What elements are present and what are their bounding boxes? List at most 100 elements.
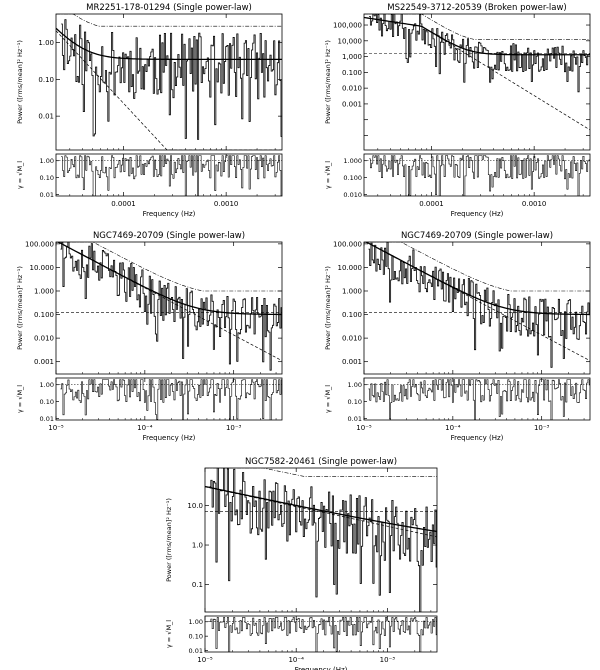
model-fit-line bbox=[364, 16, 590, 56]
ratio-axis-label: γ = √M_l bbox=[16, 161, 24, 189]
y-tick-label: 0.100 bbox=[342, 311, 362, 319]
chart-title: NGC7582-20461 (Single power-law) bbox=[245, 457, 397, 467]
x-axis-label: Frequency (Hz) bbox=[451, 434, 504, 442]
ratio-y-tick-label: 0.10 bbox=[348, 398, 362, 406]
y-tick-label: 1.000 bbox=[342, 287, 362, 295]
chart-title: NGC7469-20709 (Single power-law) bbox=[93, 231, 245, 241]
y-axis-label: Power ([rms/mean]² Hz⁻¹) bbox=[16, 266, 24, 350]
x-tick-label: 10⁻³ bbox=[534, 424, 550, 432]
upper-envelope-line bbox=[364, 14, 590, 40]
y-tick-label: 10.0 bbox=[187, 502, 203, 510]
chart-panel-4: NGC7469-20709 (Single power-law) 100.000 1… bbox=[324, 231, 591, 442]
y-tick-label: 1.00 bbox=[38, 39, 54, 47]
periodogram-series bbox=[364, 242, 590, 368]
ratio-line bbox=[60, 379, 282, 420]
ratio-series bbox=[205, 617, 437, 652]
periodogram-series bbox=[56, 14, 282, 150]
ratio-y-tick-label: 1.00 bbox=[40, 381, 54, 389]
ratio-y-tick-label: 0.01 bbox=[40, 191, 54, 199]
periodogram-series bbox=[205, 468, 437, 612]
periodogram-line bbox=[209, 468, 437, 612]
ratio-axis-label: γ = √M_l bbox=[324, 385, 332, 413]
x-axis-label: Frequency (Hz) bbox=[451, 210, 504, 218]
y-tick-label: 1.000 bbox=[34, 287, 54, 295]
y-tick-label: 10.000 bbox=[30, 264, 55, 272]
ratio-y-tick-label: 0.10 bbox=[40, 398, 54, 406]
ratio-axis-label: γ = √M_l bbox=[165, 620, 173, 648]
ratio-line bbox=[61, 155, 282, 196]
ratio-series bbox=[364, 155, 590, 196]
y-tick-label: 1.0 bbox=[192, 542, 203, 550]
ratio-plot-frame bbox=[363, 377, 591, 421]
ratio-plot-frame bbox=[363, 153, 591, 197]
x-tick-label: 10⁻⁴ bbox=[288, 656, 304, 664]
main-plot-frame bbox=[363, 241, 591, 375]
x-tick-label: 10⁻³ bbox=[226, 424, 242, 432]
y-tick-label: 100.000 bbox=[25, 240, 54, 248]
y-tick-label: 0.100 bbox=[34, 311, 54, 319]
periodogram-line bbox=[368, 242, 590, 368]
y-tick-label: 0.100 bbox=[342, 69, 362, 77]
main-plot-frame bbox=[204, 467, 438, 613]
power-law-component-line bbox=[56, 242, 282, 361]
ratio-plot-frame bbox=[55, 377, 283, 421]
x-tick-label: 10⁻⁴ bbox=[445, 424, 461, 432]
power-law-component-line bbox=[205, 486, 437, 538]
ratio-series bbox=[56, 155, 282, 196]
y-tick-label: 100.000 bbox=[333, 240, 362, 248]
x-tick-label: 0.0010 bbox=[214, 200, 239, 208]
ratio-y-tick-label: 0.01 bbox=[40, 415, 54, 423]
periodogram-line bbox=[60, 242, 282, 371]
model-fit-line bbox=[56, 27, 282, 61]
x-tick-label: 10⁻⁵ bbox=[197, 656, 213, 664]
ratio-y-tick-label: 0.10 bbox=[40, 174, 54, 182]
main-plot-frame bbox=[363, 13, 591, 151]
ratio-series bbox=[364, 379, 590, 420]
y-tick-label: 0.001 bbox=[34, 358, 54, 366]
ratio-plot-frame bbox=[55, 153, 283, 197]
chart-panel-2: MS22549-3712-20539 (Broken power-law) 100… bbox=[324, 3, 591, 218]
periodogram-line bbox=[61, 19, 282, 140]
x-tick-label: 10⁻⁴ bbox=[137, 424, 153, 432]
chart-title: NGC7469-20709 (Single power-law) bbox=[401, 231, 553, 241]
chart-panel-5: NGC7582-20461 (Single power-law) 10.0 1.0 0… bbox=[165, 457, 438, 670]
ratio-y-tick-label: 1.00 bbox=[40, 157, 54, 165]
y-tick-label: 0.001 bbox=[342, 100, 362, 108]
upper-envelope-line bbox=[205, 468, 437, 477]
x-tick-label: 0.0010 bbox=[522, 200, 547, 208]
x-axis-label: Frequency (Hz) bbox=[143, 210, 196, 218]
ratio-line bbox=[368, 379, 590, 420]
ratio-line bbox=[369, 155, 590, 196]
ratio-y-tick-label: 0.010 bbox=[343, 191, 362, 199]
y-tick-label: 100,000 bbox=[333, 22, 362, 30]
ratio-y-tick-label: 1.00 bbox=[348, 381, 362, 389]
ratio-y-tick-label: 0.10 bbox=[189, 633, 203, 641]
y-tick-label: 0.001 bbox=[342, 358, 362, 366]
main-plot-frame bbox=[55, 13, 283, 151]
chart-panel-1: MR2251-178-01294 (Single power-law) 1.00 0… bbox=[16, 3, 283, 218]
x-tick-label: 10⁻³ bbox=[380, 656, 396, 664]
ratio-y-tick-label: 0.01 bbox=[348, 415, 362, 423]
y-axis-label: Power ([rms/mean]² Hz⁻¹) bbox=[324, 40, 332, 124]
chart-panel-3: NGC7469-20709 (Single power-law) 100.000 1… bbox=[16, 231, 283, 442]
y-axis-label: Power ([rms/mean]² Hz⁻¹) bbox=[165, 498, 173, 582]
power-law-component-line bbox=[364, 17, 590, 131]
y-tick-label: 0.010 bbox=[342, 85, 362, 93]
chart-title: MS22549-3712-20539 (Broken power-law) bbox=[387, 3, 567, 13]
ratio-y-tick-label: 0.01 bbox=[189, 647, 203, 655]
ratio-plot-frame bbox=[204, 615, 438, 653]
y-tick-label: 0.010 bbox=[342, 335, 362, 343]
periodogram-series bbox=[56, 242, 282, 371]
y-axis-label: Power ([rms/mean]² Hz⁻¹) bbox=[324, 266, 332, 350]
x-tick-label: 10⁻⁵ bbox=[356, 424, 372, 432]
y-tick-label: 1,000 bbox=[342, 53, 362, 61]
y-tick-label: 10,000 bbox=[338, 37, 363, 45]
y-tick-label: 0.01 bbox=[38, 113, 54, 121]
ratio-y-tick-label: 0.100 bbox=[343, 174, 362, 182]
power-law-component-line bbox=[56, 30, 282, 150]
x-axis-label: Frequency (Hz) bbox=[295, 666, 348, 670]
ratio-line bbox=[209, 617, 437, 652]
x-tick-label: 0.0001 bbox=[111, 200, 136, 208]
y-axis-label: Power ([rms/mean]² Hz⁻¹) bbox=[16, 40, 24, 124]
